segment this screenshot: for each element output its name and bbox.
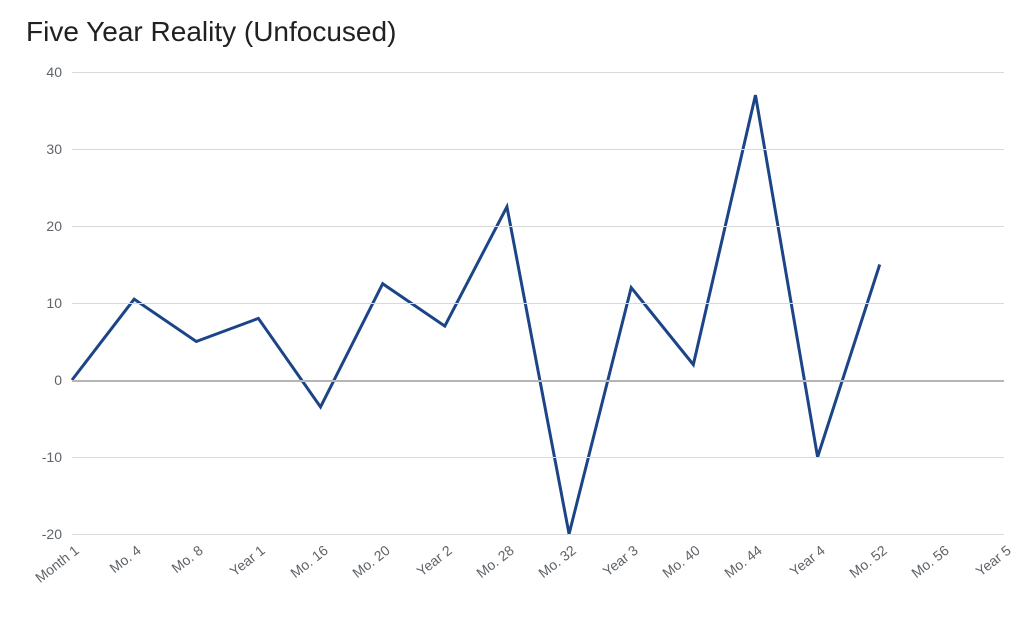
x-tick-label: Mo. 56 — [908, 542, 952, 581]
gridline — [72, 72, 1004, 73]
x-tick-label: Year 3 — [600, 542, 641, 579]
y-tick-label: 0 — [54, 372, 72, 388]
x-tick-label: Mo. 52 — [846, 542, 890, 581]
gridline — [72, 226, 1004, 227]
gridline — [72, 534, 1004, 535]
x-tick-label: Year 2 — [413, 542, 454, 579]
chart-container: { "chart": { "type": "line", "title": "F… — [0, 0, 1024, 633]
plot-area: Month 1Mo. 4Mo. 8Year 1Mo. 16Mo. 20Year … — [72, 72, 1004, 534]
y-tick-label: 40 — [46, 64, 72, 80]
x-tick-label: Mo. 40 — [660, 542, 704, 581]
x-tick-label: Mo. 28 — [473, 542, 517, 581]
y-tick-label: -20 — [42, 526, 72, 542]
x-tick-label: Mo. 32 — [535, 542, 579, 581]
x-tick-label: Month 1 — [32, 542, 82, 586]
y-tick-label: 30 — [46, 141, 72, 157]
gridline — [72, 380, 1004, 382]
y-tick-label: 20 — [46, 218, 72, 234]
x-tick-label: Year 4 — [786, 542, 827, 579]
y-tick-label: -10 — [42, 449, 72, 465]
x-tick-label: Mo. 8 — [169, 542, 206, 576]
gridline — [72, 457, 1004, 458]
y-tick-label: 10 — [46, 295, 72, 311]
gridline — [72, 303, 1004, 304]
x-tick-label: Year 1 — [227, 542, 268, 579]
x-tick-label: Mo. 44 — [722, 542, 766, 581]
x-axis-labels: Month 1Mo. 4Mo. 8Year 1Mo. 16Mo. 20Year … — [72, 534, 1004, 614]
x-tick-label: Mo. 4 — [107, 542, 144, 576]
x-tick-label: Mo. 16 — [287, 542, 331, 581]
gridline — [72, 149, 1004, 150]
x-tick-label: Mo. 20 — [349, 542, 393, 581]
chart-title: Five Year Reality (Unfocused) — [26, 16, 396, 48]
x-tick-label: Year 5 — [973, 542, 1014, 579]
